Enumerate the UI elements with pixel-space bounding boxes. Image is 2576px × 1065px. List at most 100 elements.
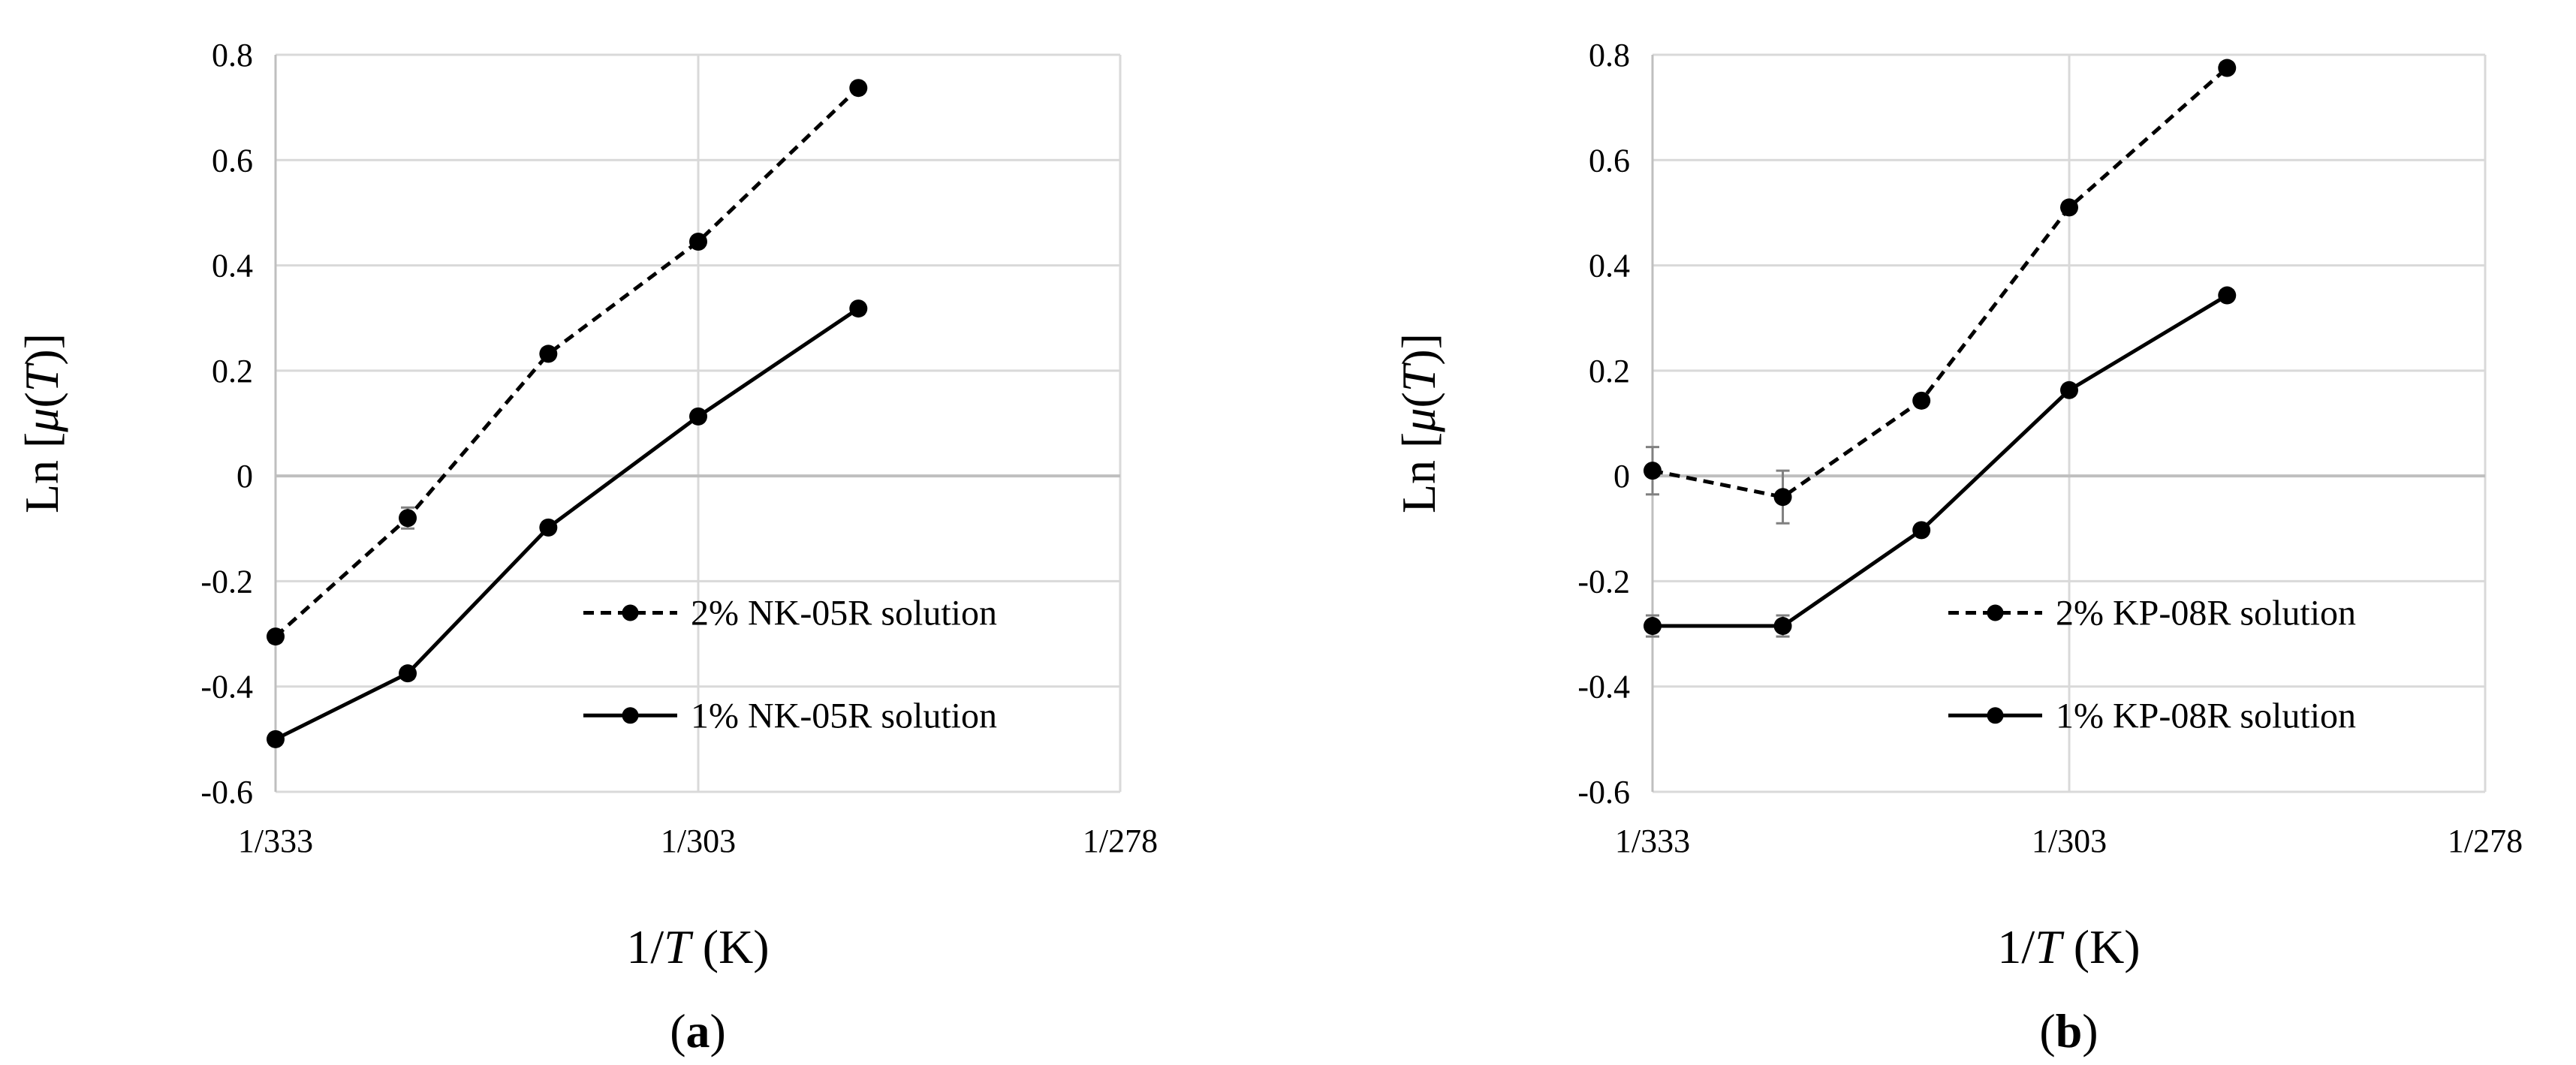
x-tick-labels-b: 1/333 1/303 1/278 xyxy=(1615,823,2523,859)
y-tick-label: -0.6 xyxy=(200,774,253,811)
y-axis-title: Ln [μ(T)] xyxy=(1392,333,1445,513)
data-point xyxy=(1912,391,1931,410)
paren-open: ( xyxy=(2039,1004,2055,1057)
legend-item-dashed: 2% KP-08R solution xyxy=(1948,594,2356,633)
data-point xyxy=(2059,381,2078,399)
x-tick-label: 1/303 xyxy=(2032,823,2107,859)
x-axis-title: 1/T (K) xyxy=(1997,920,2140,973)
legend-label: 1% NK-05R solution xyxy=(691,696,997,736)
data-point xyxy=(399,509,417,528)
data-point xyxy=(1773,617,1792,636)
x-axis-title: 1/T (K) xyxy=(626,920,769,973)
legend-item-dashed: 2% NK-05R solution xyxy=(583,594,997,633)
chart-panel-a: 0.8 0.6 0.4 0.2 0 -0.2 -0.4 -0.6 1/333 1… xyxy=(15,37,1158,1057)
y-axis-title-mu: μ xyxy=(1392,408,1445,433)
data-point xyxy=(399,664,417,683)
y-tick-label: 0.4 xyxy=(1589,248,1630,284)
legend-label: 1% KP-08R solution xyxy=(2056,696,2356,736)
x-axis-title-t: T xyxy=(2035,920,2065,973)
x-tick-labels-a: 1/333 1/303 1/278 xyxy=(238,823,1158,859)
data-point xyxy=(539,344,558,363)
x-axis-title-t: T xyxy=(664,920,694,973)
x-tick-label: 1/333 xyxy=(1615,823,1690,859)
chart-panel-b: 0.8 0.6 0.4 0.2 0 -0.2 -0.4 -0.6 1/333 1… xyxy=(1392,37,2523,1057)
data-point xyxy=(2218,59,2237,77)
legend-marker xyxy=(1987,604,2004,621)
y-tick-label: 0.8 xyxy=(212,37,253,74)
legend-marker xyxy=(622,707,639,724)
y-tick-label: -0.4 xyxy=(200,669,253,705)
y-tick-label: 0.4 xyxy=(212,248,253,284)
data-point xyxy=(1644,617,1662,636)
y-tick-label: -0.4 xyxy=(1577,669,1630,705)
y-axis-title-prefix: Ln [ xyxy=(1392,432,1445,513)
x-tick-label: 1/333 xyxy=(238,823,313,859)
marks-b xyxy=(1644,59,2237,638)
y-axis-title: Ln [μ(T)] xyxy=(15,333,68,513)
x-tick-label: 1/278 xyxy=(1083,823,1158,859)
data-point xyxy=(849,79,868,98)
y-axis-title-suffix: )] xyxy=(1392,333,1445,366)
y-axis-title-suffix: )] xyxy=(15,333,68,366)
panel-label: (a) xyxy=(670,1004,726,1057)
legend-item-solid: 1% KP-08R solution xyxy=(1948,696,2356,736)
data-point xyxy=(689,233,708,251)
data-point xyxy=(539,518,558,537)
data-point xyxy=(267,730,285,748)
legend-item-solid: 1% NK-05R solution xyxy=(583,696,997,736)
data-point xyxy=(849,299,868,318)
legend-label: 2% KP-08R solution xyxy=(2056,594,2356,633)
data-point xyxy=(1644,462,1662,480)
paren-open: ( xyxy=(670,1004,685,1057)
legend-label: 2% NK-05R solution xyxy=(691,594,997,633)
marks-a xyxy=(267,79,868,748)
y-tick-label: -0.2 xyxy=(1577,563,1630,600)
y-axis-title-prefix: Ln [ xyxy=(15,432,68,513)
y-tick-label: 0.6 xyxy=(212,142,253,179)
y-tick-label: 0 xyxy=(237,458,253,495)
x-tick-label: 1/278 xyxy=(2448,823,2523,859)
data-point xyxy=(1912,521,1931,540)
panel-label: (b) xyxy=(2039,1004,2098,1057)
legend-a: 2% NK-05R solution 1% NK-05R solution xyxy=(583,594,997,736)
y-axis-title-t: T xyxy=(1392,362,1445,392)
legend-marker xyxy=(1987,707,2004,724)
legend-marker xyxy=(622,604,639,621)
data-point xyxy=(2059,198,2078,217)
y-axis-title-paren: ( xyxy=(15,392,68,408)
x-axis-title-prefix: 1/ xyxy=(626,920,664,973)
series-line-dashed xyxy=(274,86,860,638)
axes-b xyxy=(1651,55,2485,792)
series-line-solid xyxy=(274,307,860,742)
data-point xyxy=(689,407,708,426)
y-tick-label: 0 xyxy=(1613,458,1630,495)
data-point xyxy=(267,627,285,646)
y-tick-label: -0.2 xyxy=(200,563,253,600)
legend-b: 2% KP-08R solution 1% KP-08R solution xyxy=(1948,594,2356,736)
y-tick-label: 0.2 xyxy=(212,353,253,390)
x-tick-label: 1/303 xyxy=(661,823,736,859)
gridlines-b xyxy=(1653,53,2487,793)
panel-letter: a xyxy=(686,1004,710,1057)
paren-close: ) xyxy=(710,1004,726,1057)
axes-a xyxy=(274,55,1120,792)
y-tick-label: 0.2 xyxy=(1589,353,1630,390)
y-tick-label: -0.6 xyxy=(1577,774,1630,811)
paren-close: ) xyxy=(2082,1004,2098,1057)
x-axis-title-prefix: 1/ xyxy=(1997,920,2035,973)
panel-letter: b xyxy=(2056,1004,2083,1057)
data-point xyxy=(1773,488,1792,507)
x-axis-title-unit: (K) xyxy=(2062,920,2141,973)
data-point xyxy=(2218,286,2237,305)
x-axis-title-unit: (K) xyxy=(691,920,770,973)
y-axis-title-t: T xyxy=(15,362,68,392)
y-tick-label: 0.6 xyxy=(1589,142,1630,179)
y-tick-label: 0.8 xyxy=(1589,37,1630,74)
y-axis-title-paren: ( xyxy=(1392,392,1445,408)
y-axis-title-mu: μ xyxy=(15,408,68,433)
y-tick-labels-a: 0.8 0.6 0.4 0.2 0 -0.2 -0.4 -0.6 xyxy=(200,37,253,811)
series-line-dashed xyxy=(1652,66,2228,499)
y-tick-labels-b: 0.8 0.6 0.4 0.2 0 -0.2 -0.4 -0.6 xyxy=(1577,37,1630,811)
series-line-solid xyxy=(1653,293,2228,628)
